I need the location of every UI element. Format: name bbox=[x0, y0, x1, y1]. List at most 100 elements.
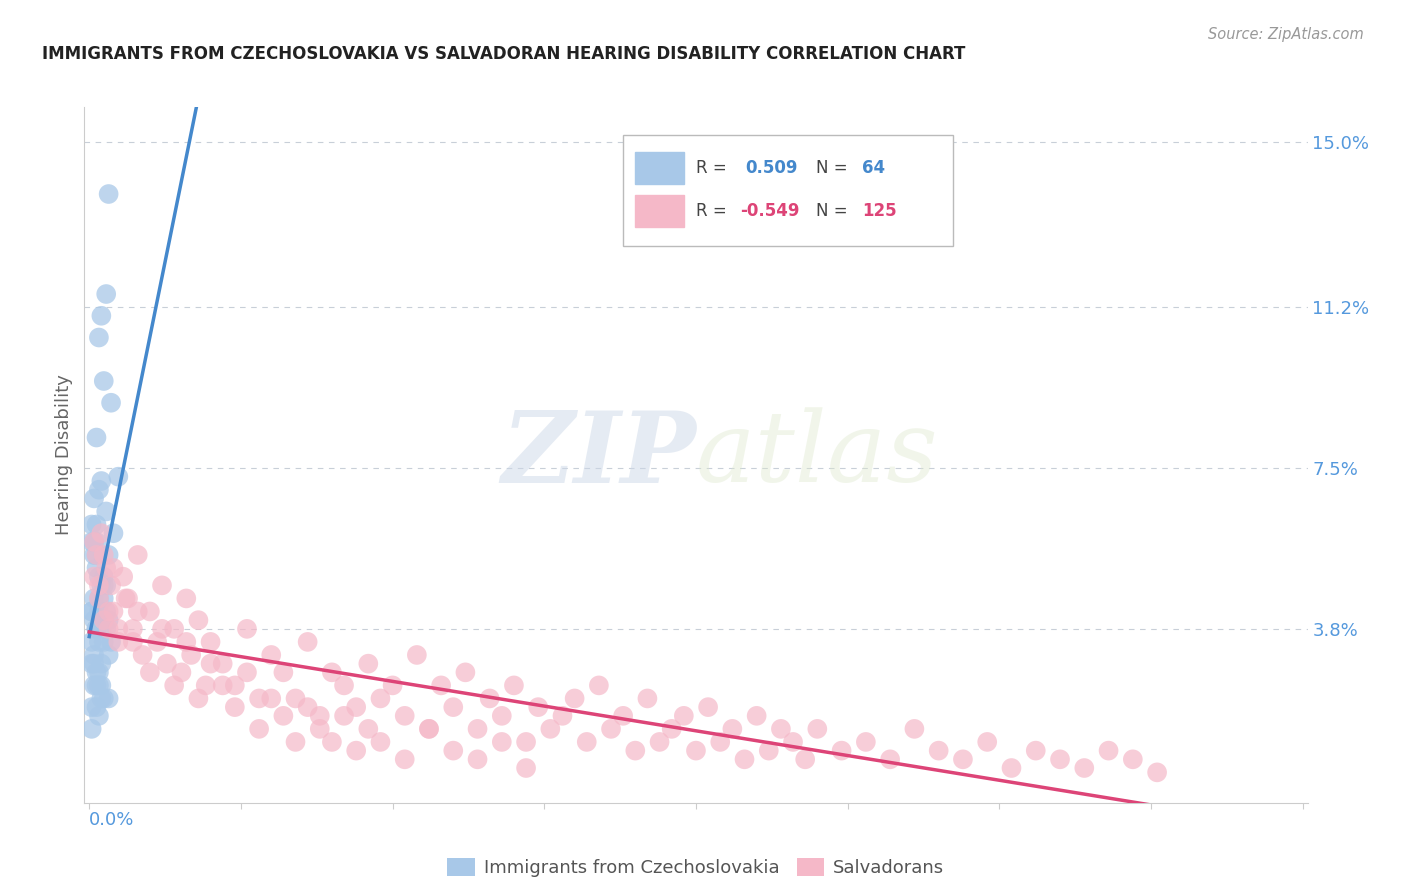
Text: atlas: atlas bbox=[696, 408, 939, 502]
Point bbox=[405, 648, 427, 662]
Point bbox=[538, 722, 561, 736]
Point bbox=[260, 648, 283, 662]
Point bbox=[624, 744, 647, 758]
Point bbox=[93, 691, 115, 706]
Point bbox=[100, 396, 122, 410]
Point bbox=[96, 561, 118, 575]
Point bbox=[478, 691, 501, 706]
Point bbox=[83, 613, 105, 627]
Point bbox=[224, 678, 246, 692]
Point bbox=[90, 526, 112, 541]
Point bbox=[86, 700, 108, 714]
Point bbox=[122, 622, 145, 636]
Point bbox=[734, 752, 756, 766]
Legend: Immigrants from Czechoslovakia, Salvadorans: Immigrants from Czechoslovakia, Salvador… bbox=[440, 850, 952, 884]
Point bbox=[150, 622, 173, 636]
Point bbox=[83, 648, 105, 662]
Point bbox=[97, 605, 120, 619]
Point bbox=[247, 691, 270, 706]
Point bbox=[90, 474, 112, 488]
Point bbox=[260, 691, 283, 706]
Y-axis label: Hearing Disability: Hearing Disability bbox=[55, 375, 73, 535]
Text: N =: N = bbox=[815, 159, 848, 177]
Point bbox=[685, 744, 707, 758]
Point bbox=[491, 708, 513, 723]
Point bbox=[236, 622, 259, 636]
Point bbox=[87, 678, 110, 692]
Point bbox=[418, 722, 440, 736]
Point bbox=[86, 431, 108, 445]
Point bbox=[80, 534, 103, 549]
Point bbox=[87, 578, 110, 592]
Point bbox=[80, 517, 103, 532]
Point bbox=[454, 665, 477, 680]
Point bbox=[333, 678, 356, 692]
Point bbox=[1000, 761, 1022, 775]
Point bbox=[745, 708, 768, 723]
Text: -0.549: -0.549 bbox=[740, 202, 800, 220]
Point bbox=[709, 735, 731, 749]
Point bbox=[357, 722, 380, 736]
Point bbox=[588, 678, 610, 692]
Point bbox=[80, 635, 103, 649]
Point bbox=[636, 691, 658, 706]
Point bbox=[441, 700, 464, 714]
Point bbox=[96, 605, 118, 619]
Point bbox=[86, 665, 108, 680]
Bar bbox=[636, 195, 683, 227]
Point bbox=[86, 622, 108, 636]
Point bbox=[90, 657, 112, 671]
Point bbox=[297, 635, 319, 649]
Point bbox=[284, 735, 307, 749]
Point bbox=[127, 548, 149, 562]
Point bbox=[1146, 765, 1168, 780]
Point bbox=[93, 591, 115, 606]
Point bbox=[284, 691, 307, 706]
Point bbox=[117, 591, 139, 606]
Point bbox=[80, 657, 103, 671]
Point bbox=[96, 504, 118, 518]
Point bbox=[86, 622, 108, 636]
Point bbox=[87, 605, 110, 619]
Point bbox=[1097, 744, 1119, 758]
Point bbox=[96, 287, 118, 301]
Point bbox=[86, 622, 108, 636]
Point bbox=[236, 665, 259, 680]
Point bbox=[758, 744, 780, 758]
Point bbox=[103, 605, 125, 619]
Point bbox=[156, 657, 179, 671]
Point bbox=[87, 708, 110, 723]
Point bbox=[83, 570, 105, 584]
Point bbox=[139, 665, 162, 680]
Point bbox=[93, 374, 115, 388]
Point bbox=[273, 708, 295, 723]
Point bbox=[697, 700, 720, 714]
Point bbox=[357, 657, 380, 671]
Text: IMMIGRANTS FROM CZECHOSLOVAKIA VS SALVADORAN HEARING DISABILITY CORRELATION CHAR: IMMIGRANTS FROM CZECHOSLOVAKIA VS SALVAD… bbox=[42, 45, 966, 62]
Point bbox=[103, 561, 125, 575]
Point bbox=[93, 613, 115, 627]
Point bbox=[806, 722, 828, 736]
Text: Source: ZipAtlas.com: Source: ZipAtlas.com bbox=[1208, 27, 1364, 42]
Point bbox=[93, 548, 115, 562]
Bar bbox=[636, 153, 683, 184]
Point bbox=[86, 561, 108, 575]
Point bbox=[97, 648, 120, 662]
Point bbox=[648, 735, 671, 749]
Point bbox=[150, 578, 173, 592]
Point bbox=[86, 548, 108, 562]
Point bbox=[612, 708, 634, 723]
Point bbox=[87, 591, 110, 606]
Point bbox=[491, 735, 513, 749]
Point bbox=[370, 691, 392, 706]
Point bbox=[131, 648, 153, 662]
Point bbox=[93, 635, 115, 649]
Point bbox=[107, 622, 129, 636]
Point bbox=[200, 635, 222, 649]
Point bbox=[952, 752, 974, 766]
Point bbox=[467, 722, 489, 736]
Point bbox=[163, 622, 186, 636]
Point bbox=[100, 578, 122, 592]
Point bbox=[515, 735, 537, 749]
Point bbox=[86, 678, 108, 692]
